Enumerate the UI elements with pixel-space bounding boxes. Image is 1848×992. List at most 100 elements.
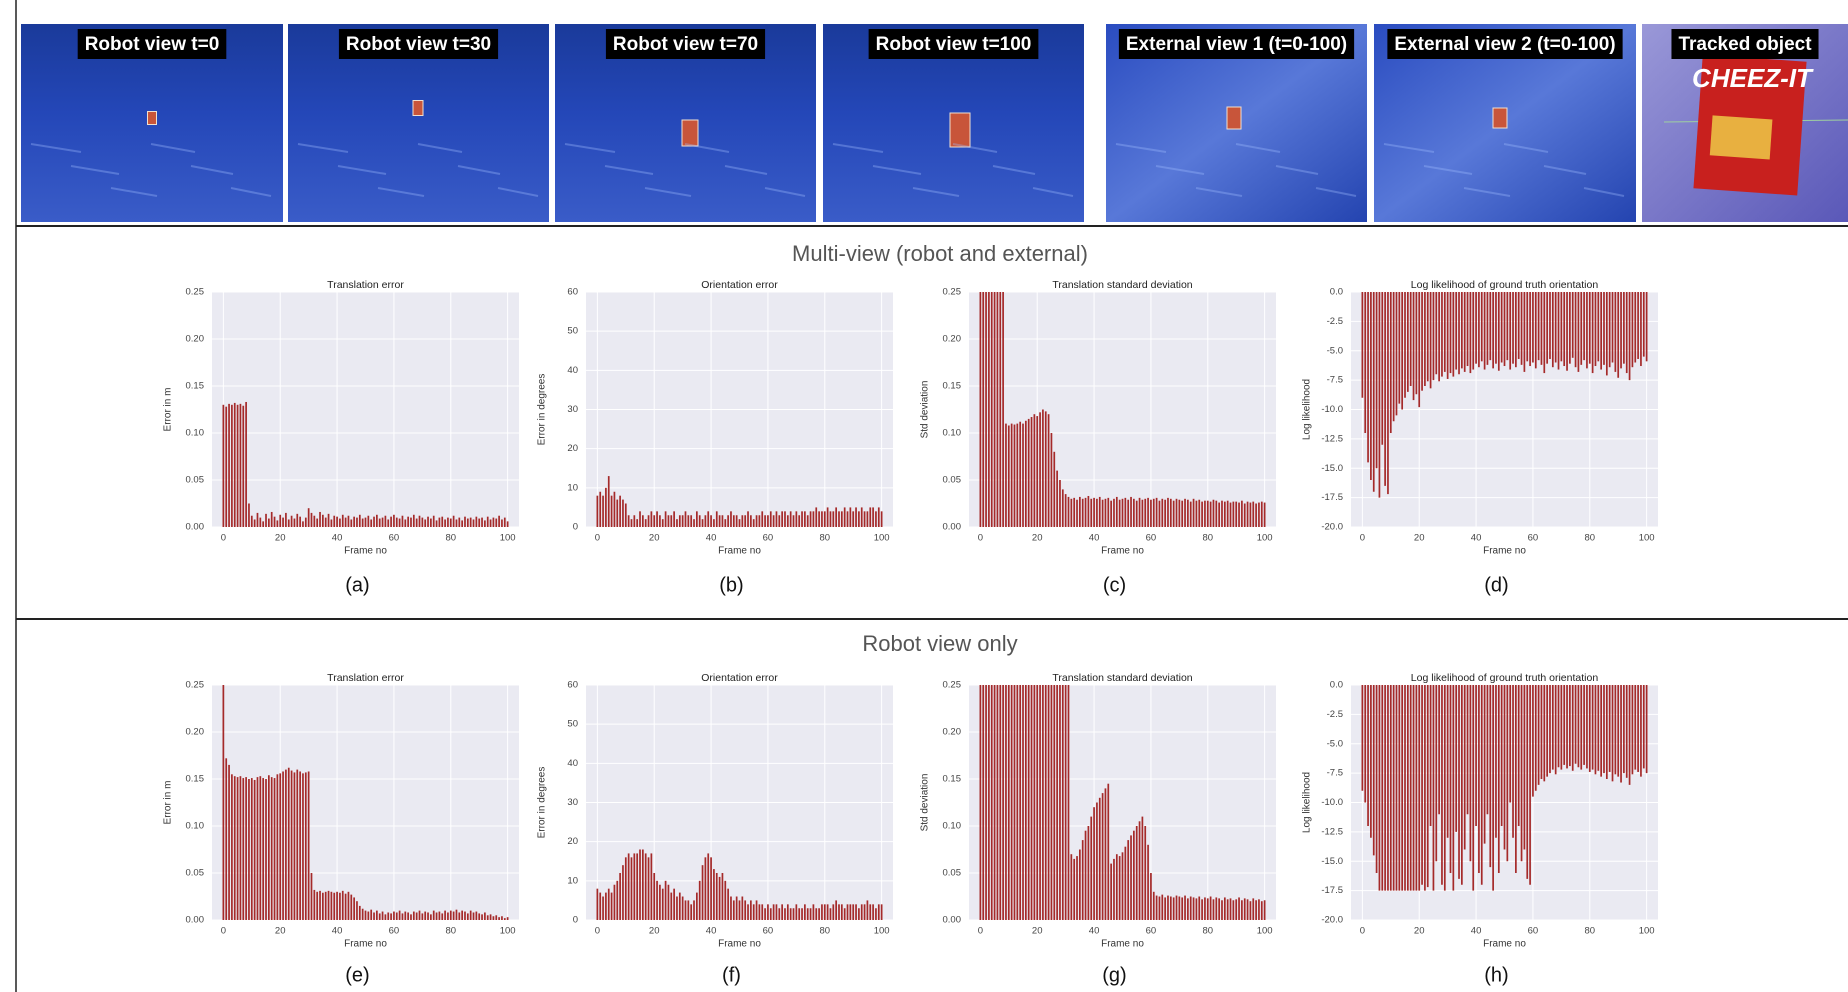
photo-label: Robot view t=100 (876, 34, 1032, 55)
bar (1569, 292, 1571, 364)
bar (1628, 292, 1631, 381)
bar (1472, 292, 1475, 370)
x-tick-label: 20 (275, 533, 286, 544)
bar (390, 516, 392, 527)
bar (1540, 292, 1543, 365)
bar (1016, 423, 1019, 527)
bar (1255, 900, 1257, 920)
photo-label: Tracked object (1678, 34, 1812, 55)
bar (1406, 292, 1409, 392)
bar (1061, 489, 1064, 527)
bar (1438, 685, 1440, 815)
bar (1551, 292, 1554, 368)
bar (1181, 897, 1184, 920)
bar (1005, 423, 1007, 527)
photo-label-bg (338, 29, 499, 59)
x-tick-label: 60 (1146, 926, 1157, 937)
bar (1084, 830, 1087, 920)
bar (622, 865, 624, 920)
bar (1053, 685, 1056, 920)
bar (678, 892, 681, 920)
bar (1067, 685, 1070, 920)
bar (812, 511, 815, 527)
bar (1036, 416, 1039, 527)
bar (1215, 897, 1218, 920)
bar (478, 913, 481, 920)
bar (1246, 899, 1249, 920)
bar (336, 891, 338, 920)
bar (1614, 292, 1617, 372)
x-tick-label: 60 (389, 926, 400, 937)
bar (880, 511, 883, 527)
bar (858, 511, 860, 527)
bar (993, 292, 996, 527)
bar (829, 908, 832, 920)
bar (267, 775, 270, 920)
photo: Robot view t=100 (823, 24, 1084, 222)
bar (1209, 896, 1212, 920)
x-tick-label: 60 (1146, 533, 1157, 544)
bar (727, 515, 729, 527)
bar (1404, 685, 1406, 891)
x-tick-label: 60 (763, 533, 774, 544)
x-tick-label: 0 (595, 533, 600, 544)
x-tick-label: 100 (1257, 926, 1273, 937)
bar (262, 521, 265, 527)
bar (1497, 685, 1500, 873)
y-axis-label: Error in m (163, 781, 174, 825)
bar (390, 913, 392, 920)
bar (270, 511, 273, 527)
bar (988, 685, 990, 920)
bar (1424, 685, 1426, 891)
bar (1557, 685, 1560, 768)
photo-label-bg (868, 29, 1039, 59)
floor-streak (1155, 165, 1205, 175)
chart-title: Orientation error (701, 279, 778, 291)
bar (821, 904, 823, 920)
photo: External view 2 (t=0-100) (1374, 24, 1636, 222)
bar (1566, 292, 1568, 371)
bar (693, 900, 695, 920)
bar (231, 774, 233, 920)
bar (1036, 685, 1039, 920)
bar (1640, 685, 1642, 777)
bar (231, 404, 233, 527)
bar (1198, 896, 1201, 920)
bar (860, 904, 863, 920)
bar (1526, 685, 1529, 879)
bar (1039, 685, 1041, 920)
bar (245, 777, 247, 920)
bar (1642, 292, 1645, 357)
y-axis-label: Error in degrees (537, 374, 548, 446)
bar (415, 518, 418, 527)
bar (653, 873, 656, 920)
floor-streak (70, 165, 120, 175)
x-tick-label: 60 (389, 533, 400, 544)
y-tick-label: 0.15 (943, 381, 962, 392)
bar (823, 904, 826, 920)
caption: (a) (345, 574, 369, 596)
bar (259, 776, 262, 920)
x-tick-label: 0 (595, 926, 600, 937)
bar (633, 515, 636, 527)
bar (1381, 292, 1384, 445)
bar (1260, 501, 1263, 527)
floor-streak (1543, 165, 1587, 175)
bar (1002, 292, 1004, 527)
object (681, 119, 699, 147)
x-tick-label: 20 (1032, 926, 1043, 937)
bar (982, 685, 985, 920)
bar (761, 904, 764, 920)
bar (1042, 685, 1044, 920)
bar (361, 518, 364, 527)
bar (659, 515, 661, 527)
bar (1189, 896, 1192, 920)
bar (1441, 685, 1443, 885)
bar (1372, 292, 1375, 492)
bar (801, 908, 803, 920)
bar (775, 511, 778, 527)
bar (732, 515, 735, 527)
photo-label-bg (1671, 29, 1819, 59)
bar (1614, 685, 1617, 775)
floor-streak (1503, 143, 1549, 153)
